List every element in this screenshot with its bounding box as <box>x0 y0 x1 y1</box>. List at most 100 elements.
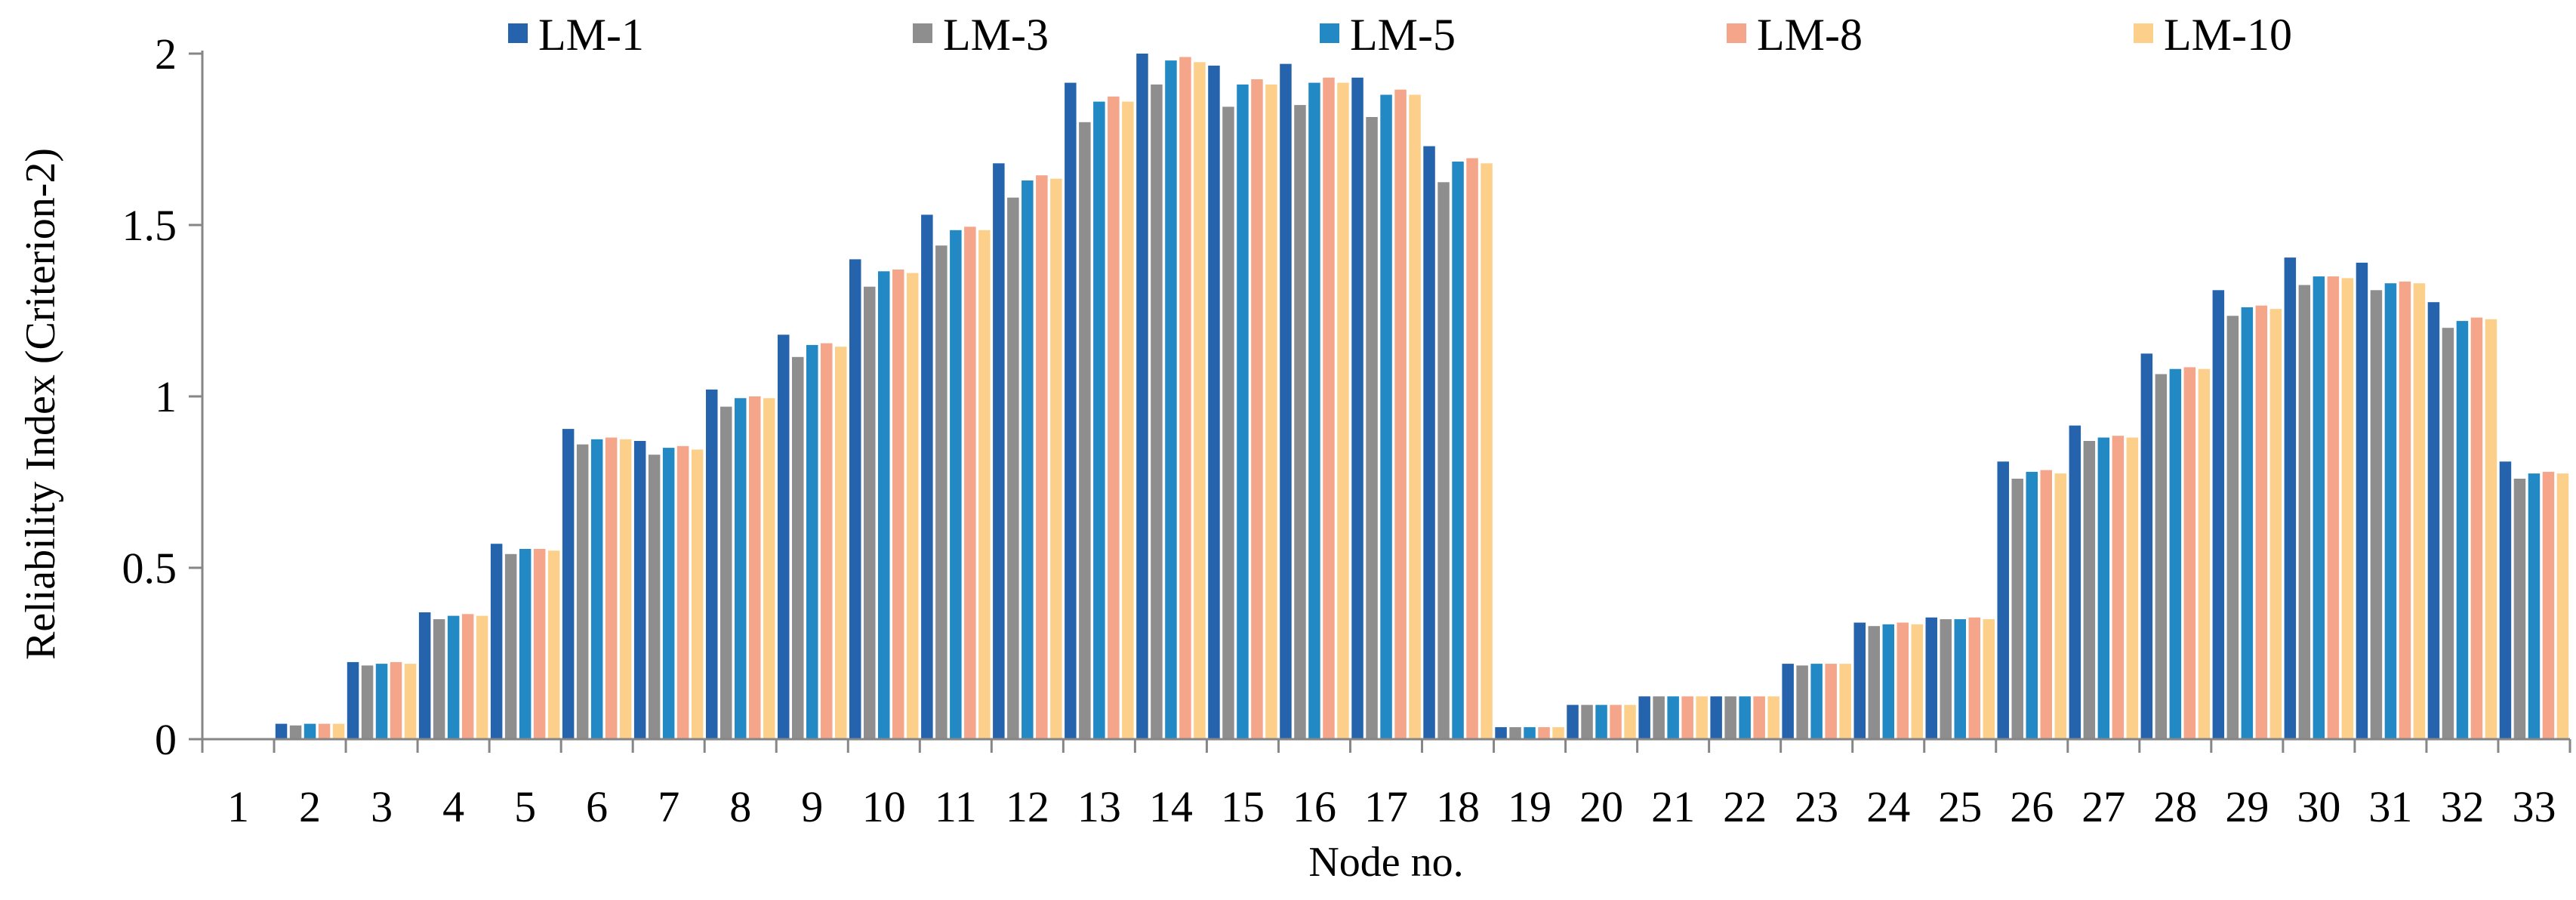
x-tick-label: 20 <box>1579 782 1623 831</box>
bar-lm-5-node-26 <box>2026 471 2038 739</box>
bar-lm-10-node-12 <box>1050 178 1062 739</box>
bar-lm-10-node-14 <box>1194 62 1206 740</box>
x-tick-label: 17 <box>1364 782 1408 831</box>
bar-lm-8-node-24 <box>1897 622 1909 739</box>
y-tick-label: 1.5 <box>122 201 177 250</box>
x-tick-label: 28 <box>2153 782 2197 831</box>
x-tick-label: 23 <box>1795 782 1838 831</box>
bar-lm-5-node-12 <box>1021 180 1034 739</box>
bar-lm-10-node-2 <box>332 723 345 739</box>
bar-lm-8-node-9 <box>821 343 833 740</box>
legend-label-lm-5: LM-5 <box>1350 10 1456 60</box>
x-tick-label: 4 <box>442 782 464 831</box>
bar-lm-3-node-20 <box>1581 704 1593 739</box>
x-axis-title: Node no. <box>1308 839 1463 886</box>
bar-lm-3-node-11 <box>935 245 948 739</box>
bar-lm-1-node-28 <box>2140 353 2153 740</box>
bar-lm-1-node-16 <box>1280 63 1292 740</box>
bar-lm-10-node-25 <box>1983 619 1995 739</box>
x-tick-label: 33 <box>2512 782 2556 831</box>
bar-lm-3-node-31 <box>2370 290 2383 739</box>
bar-lm-5-node-29 <box>2241 307 2254 739</box>
legend-swatch-lm-5 <box>1320 23 1339 43</box>
legend-swatch-lm-10 <box>2134 23 2153 43</box>
bar-lm-8-node-5 <box>533 549 546 739</box>
bar-lm-10-node-28 <box>2198 368 2211 739</box>
bar-lm-1-node-20 <box>1567 704 1579 739</box>
bar-lm-8-node-12 <box>1036 175 1048 739</box>
bar-lm-3-node-12 <box>1007 197 1019 739</box>
bar-lm-1-node-22 <box>1710 696 1722 740</box>
bar-lm-8-node-28 <box>2183 367 2196 739</box>
bar-lm-5-node-23 <box>1810 664 1823 739</box>
bar-lm-1-node-19 <box>1495 727 1507 739</box>
bar-lm-3-node-6 <box>576 444 589 739</box>
x-tick-label: 13 <box>1077 782 1121 831</box>
bar-lm-5-node-11 <box>950 230 962 739</box>
x-tick-label: 11 <box>935 782 977 831</box>
bar-lm-1-node-13 <box>1065 82 1077 740</box>
bar-lm-3-node-18 <box>1437 182 1450 740</box>
bar-lm-10-node-26 <box>2054 473 2066 739</box>
bar-lm-3-node-3 <box>361 665 374 739</box>
bar-lm-3-node-21 <box>1653 696 1665 740</box>
bar-lm-3-node-33 <box>2513 479 2526 739</box>
x-tick-label: 2 <box>299 782 321 831</box>
x-tick-label: 1 <box>227 782 249 831</box>
axes: 00.511.521 2 3 4 5 6 7 8 9 10 11 12 13 14 15 16 17 18 19 20… <box>122 29 2571 831</box>
x-tick-label: 8 <box>729 782 751 831</box>
bar-lm-3-node-28 <box>2155 374 2168 739</box>
bar-lm-5-node-3 <box>375 664 388 739</box>
x-tick-label: 25 <box>1938 782 1982 831</box>
bar-lm-10-node-21 <box>1696 696 1708 740</box>
legend-swatch-lm-3 <box>913 23 932 43</box>
bar-lm-3-node-15 <box>1222 106 1234 739</box>
bar-lm-1-node-10 <box>849 259 861 739</box>
bar-lm-5-node-4 <box>447 615 460 739</box>
bar-lm-1-node-30 <box>2284 257 2297 740</box>
bar-lm-10-node-24 <box>1911 624 1923 739</box>
legend-label-lm-3: LM-3 <box>943 10 1049 60</box>
x-tick-label: 30 <box>2297 782 2340 831</box>
bar-lm-8-node-23 <box>1825 664 1837 739</box>
bar-lm-8-node-3 <box>390 661 402 739</box>
bar-lm-8-node-17 <box>1394 89 1407 739</box>
bar-lm-1-node-29 <box>2212 290 2225 739</box>
bar-lm-8-node-30 <box>2327 276 2340 740</box>
x-tick-label: 29 <box>2225 782 2269 831</box>
bar-lm-5-node-5 <box>519 549 532 739</box>
bar-lm-8-node-13 <box>1108 96 1120 740</box>
legend: LM-1 LM-3 LM-5 LM-8 LM-10 <box>508 10 2292 60</box>
bar-lm-10-node-13 <box>1122 101 1134 740</box>
bar-lm-3-node-7 <box>648 455 661 739</box>
bar-lm-1-node-27 <box>2069 425 2081 739</box>
bar-lm-5-node-27 <box>2097 437 2110 739</box>
x-tick-label: 15 <box>1221 782 1265 831</box>
bar-lm-10-node-18 <box>1481 163 1493 740</box>
legend-label-lm-8: LM-8 <box>1757 10 1863 60</box>
bar-lm-8-node-6 <box>605 437 618 739</box>
bar-lm-10-node-16 <box>1337 82 1349 740</box>
bar-lm-8-node-14 <box>1179 57 1191 739</box>
y-axis-title: Reliability Index (Criterion-2) <box>17 148 64 660</box>
bar-lm-3-node-22 <box>1724 696 1736 740</box>
bar-lm-5-node-9 <box>806 344 818 739</box>
bar-lm-1-node-31 <box>2356 262 2368 739</box>
bar-lm-3-node-9 <box>792 356 804 739</box>
bar-lm-1-node-12 <box>993 163 1005 740</box>
bar-lm-1-node-15 <box>1208 65 1220 739</box>
bar-lm-5-node-25 <box>1954 619 1966 739</box>
x-tick-label: 18 <box>1436 782 1480 831</box>
bar-lm-5-node-6 <box>590 439 603 740</box>
bar-lm-3-node-29 <box>2226 316 2239 739</box>
x-tick-label: 27 <box>2081 782 2125 831</box>
bar-lm-8-node-32 <box>2470 317 2483 740</box>
x-tick-label: 31 <box>2368 782 2412 831</box>
bar-lm-10-node-5 <box>547 550 560 739</box>
bar-lm-1-node-3 <box>347 661 359 739</box>
x-tick-label: 7 <box>658 782 679 831</box>
x-tick-label: 6 <box>586 782 608 831</box>
bar-lm-10-node-3 <box>404 664 417 739</box>
bar-lm-3-node-16 <box>1294 105 1306 740</box>
